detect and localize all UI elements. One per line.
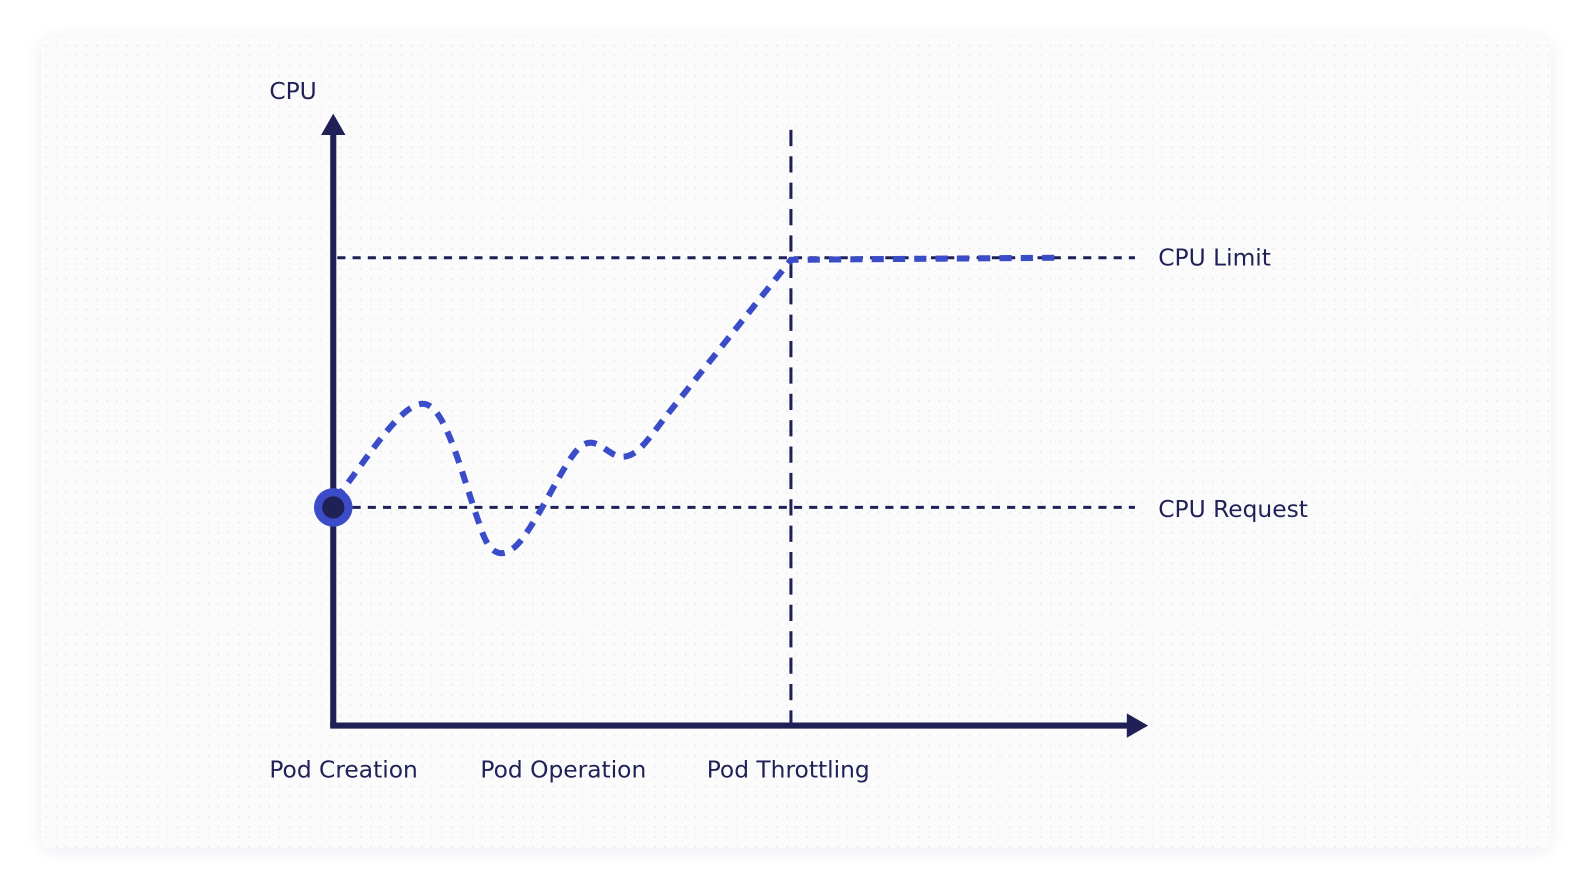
- phase-label: Pod Creation: [269, 756, 417, 784]
- phase-label: Pod Throttling: [707, 756, 870, 784]
- card-pattern: [41, 36, 1551, 849]
- x-arrow: [1126, 713, 1149, 738]
- y-arrow: [321, 113, 346, 135]
- y-axis-label: CPU: [269, 77, 316, 105]
- limit-label: CPU Limit: [1158, 243, 1271, 271]
- start-point-core: [322, 496, 345, 519]
- phase-label: Pod Operation: [480, 756, 646, 784]
- usage-curve: [332, 254, 1056, 557]
- request-label: CPU Request: [1158, 495, 1308, 523]
